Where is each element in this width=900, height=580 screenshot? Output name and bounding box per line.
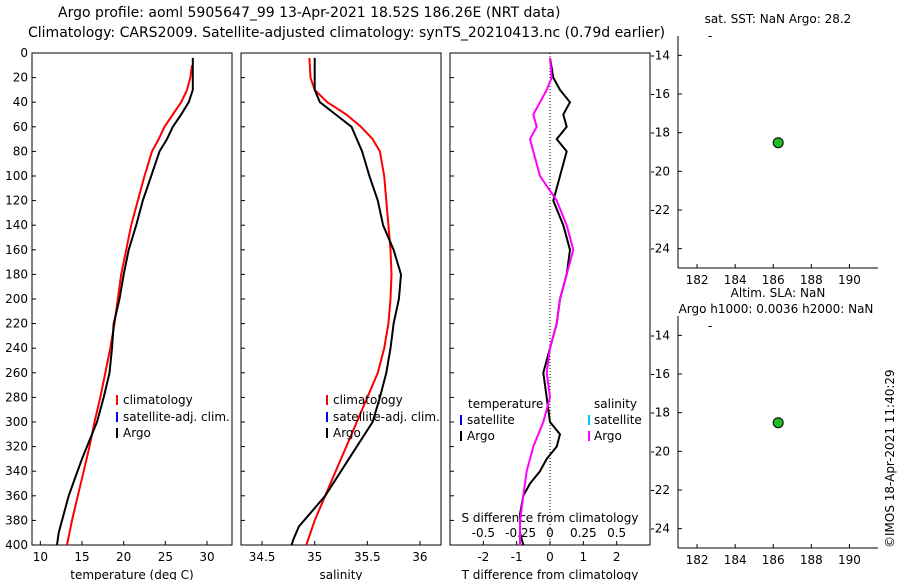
legend-label-temperature-argo: Argo (467, 429, 495, 443)
legend-label-climatology: climatology (333, 393, 403, 407)
depth-tick-label: 220 (5, 317, 28, 331)
depth-tick-label: 200 (5, 292, 28, 306)
altim-map-xtick-label: 188 (800, 553, 823, 567)
title-line-1: Argo profile: aoml 5905647_99 13-Apr-202… (58, 5, 561, 21)
legend-label-temperature-satellite: satellite (467, 413, 515, 427)
depth-tick-label: 180 (5, 267, 28, 281)
sst-map-ytick-label: -18 (650, 126, 670, 140)
depth-tick-label: 20 (13, 71, 28, 85)
altim-map-xtick-label: 186 (762, 553, 785, 567)
salinity-difference-tick-label: 0 (546, 526, 554, 540)
sst-map-xtick-label: 186 (762, 273, 785, 287)
altim-map-xtick-label: 184 (724, 553, 747, 567)
depth-tick-label: 160 (5, 243, 28, 257)
altim-map-ytick-label: -24 (650, 522, 670, 536)
depth-tick-label: 60 (13, 120, 28, 134)
temperature-difference-tick-label: -2 (477, 550, 489, 564)
salinity-tick-label: 34.5 (249, 550, 276, 564)
salinity-tick-label: 35 (307, 550, 322, 564)
depth-tick-label: 340 (5, 464, 28, 478)
depth-tick-label: 80 (13, 144, 28, 158)
salinity-difference-tick-label: 0.5 (607, 526, 626, 540)
temperature-climatology-line (66, 65, 193, 546)
legend-label-satellite-adj-clim-: satellite-adj. clim. (333, 410, 440, 424)
legend-heading-temperature: temperature (468, 397, 543, 411)
altim-map-xtick-label: 190 (838, 553, 861, 567)
legend-label-climatology: climatology (123, 393, 193, 407)
altim-map-ytick-label: -18 (650, 406, 670, 420)
temperature-tick-label: 25 (158, 550, 173, 564)
temperature-tick-label: 30 (199, 550, 214, 564)
legend-label-argo: Argo (333, 426, 361, 440)
temperature-axes (31, 52, 233, 546)
sst-map-xtick-label: 190 (838, 273, 861, 287)
sst-map-subtitle: - (708, 29, 712, 43)
sst-map-ytick-label: -14 (650, 48, 670, 62)
sst-map-float-position-marker (772, 137, 784, 149)
altim-map-ytick-label: -20 (650, 444, 670, 458)
depth-tick-label: 380 (5, 513, 28, 527)
legend-label-salinity-argo: Argo (594, 429, 622, 443)
temperature-axis-label: temperature (deg C) (70, 568, 193, 580)
depth-tick-label: 320 (5, 440, 28, 454)
temperature-difference-tick-label: -1 (511, 550, 523, 564)
altim-map-xtick-label: 182 (686, 553, 709, 567)
altim-map-title: Altim. SLA: NaN (731, 286, 826, 300)
title-line-2: Climatology: CARS2009. Satellite-adjuste… (28, 25, 666, 41)
depth-tick-label: 260 (5, 366, 28, 380)
salinity-tick-label: 35.5 (354, 550, 381, 564)
altim-map-subtitle: Argo h1000: 0.0036 h2000: NaN (679, 302, 874, 316)
temperature-argo-line (56, 57, 194, 546)
altim-map-subtitle-2: - (708, 319, 712, 333)
temperature-difference-tick-label: 2 (613, 550, 621, 564)
altim-map-ytick-label: -14 (650, 328, 670, 342)
depth-tick-label: 0 (20, 46, 28, 60)
depth-tick-label: 100 (5, 169, 28, 183)
salinity-difference-tick-label: 0.25 (570, 526, 597, 540)
depth-tick-label: 360 (5, 489, 28, 503)
sst-map-xtick-label: 188 (800, 273, 823, 287)
legend-label-satellite-adj-clim-: satellite-adj. clim. (123, 410, 230, 424)
legend-label-salinity-satellite: satellite (594, 413, 642, 427)
salinity-axis-label: salinity (319, 568, 362, 580)
depth-tick-label: 240 (5, 341, 28, 355)
salinity-difference-tick-label: -0.5 (472, 526, 495, 540)
sst-map-xtick-label: 182 (686, 273, 709, 287)
legend-heading-salinity: salinity (594, 397, 637, 411)
difference-salinity-argo-line (519, 57, 575, 545)
sst-map-ytick-label: -22 (650, 203, 670, 217)
depth-tick-label: 280 (5, 390, 28, 404)
salinity-argo-line (290, 57, 402, 546)
altim-map-ytick-label: -16 (650, 367, 670, 381)
altim-map-float-position-marker (772, 417, 784, 429)
depth-tick-label: 400 (5, 538, 28, 552)
temperature-difference-tick-label: 0 (546, 550, 554, 564)
sst-map-xtick-label: 184 (724, 273, 747, 287)
salinity-difference-axis-label: S difference from climatology (462, 511, 639, 525)
depth-tick-label: 40 (13, 95, 28, 109)
temperature-tick-label: 15 (74, 550, 89, 564)
temperature-difference-axis-label: T difference from climatology (461, 568, 639, 580)
sst-map-ytick-label: -24 (650, 242, 670, 256)
altim-map-ytick-label: -22 (650, 483, 670, 497)
sst-map-title: sat. SST: NaN Argo: 28.2 (705, 12, 852, 26)
sst-map-ytick-label: -16 (650, 87, 670, 101)
depth-tick-label: 120 (5, 194, 28, 208)
depth-tick-label: 140 (5, 218, 28, 232)
temperature-tick-label: 10 (33, 550, 48, 564)
legend-label-argo: Argo (123, 426, 151, 440)
temperature-difference-tick-label: 1 (580, 550, 588, 564)
sst-map-ytick-label: -20 (650, 164, 670, 178)
salinity-climatology-line (305, 57, 393, 546)
temperature-tick-label: 20 (116, 550, 131, 564)
salinity-tick-label: 36 (412, 550, 427, 564)
depth-tick-label: 300 (5, 415, 28, 429)
